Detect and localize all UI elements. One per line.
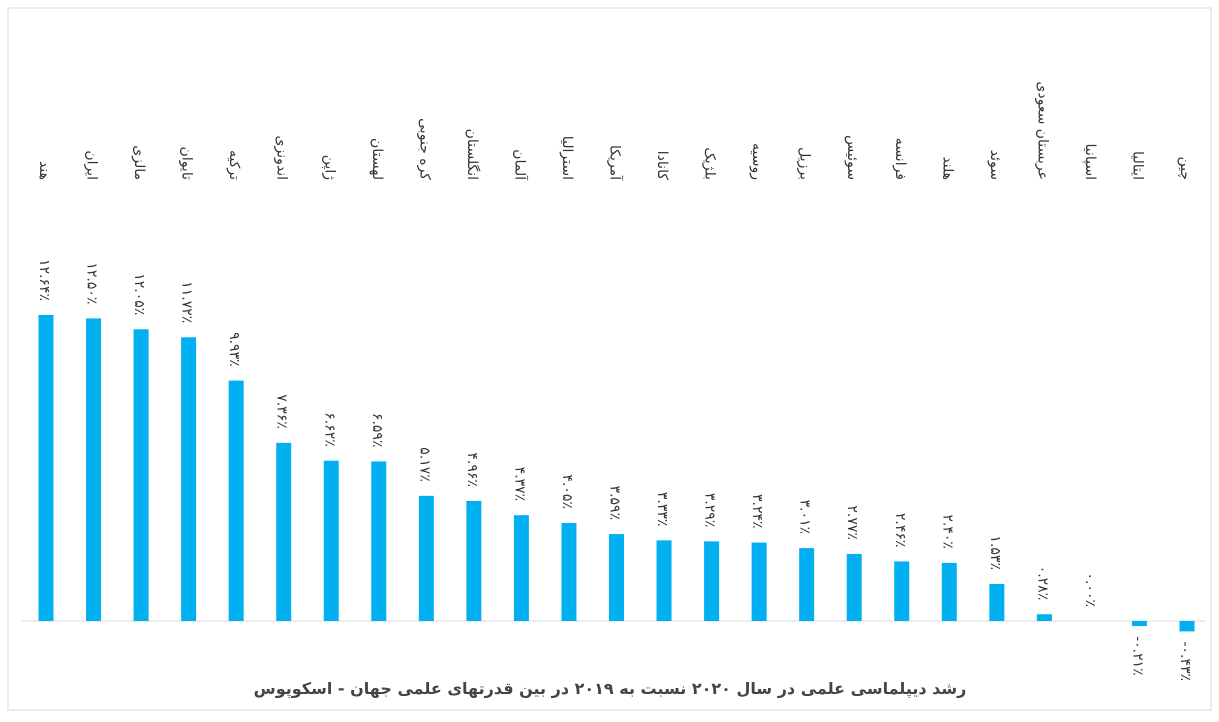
bar	[894, 561, 910, 621]
x-tick-label: سوئیس	[844, 135, 860, 180]
x-tick-label: عربستان سعودی	[1034, 81, 1050, 180]
bar	[751, 542, 767, 621]
data-label: ۹.۹۳٪	[226, 332, 242, 367]
bar	[38, 315, 54, 621]
x-tick-label: تایوان	[179, 147, 195, 181]
x-tick-label: اندونزی	[274, 136, 290, 180]
bar	[609, 534, 624, 621]
bar	[1131, 621, 1147, 627]
bar	[181, 337, 197, 621]
data-label: ۱۲.۰۵٪	[131, 273, 147, 315]
data-label: ۳.۰۱٪	[797, 500, 813, 535]
bar	[466, 500, 482, 621]
bar	[989, 583, 1005, 621]
bar	[513, 515, 529, 621]
x-tick-label: بلژیک	[702, 147, 718, 180]
data-label: ۵.۱۷٪	[416, 447, 432, 482]
data-label: -۰.۴۳٪	[1177, 641, 1193, 681]
x-tick-label: فرانسه	[892, 138, 908, 180]
data-label: ۱.۵۳٪	[987, 535, 1003, 570]
bar	[704, 541, 720, 621]
x-tick-label: آمریکا	[607, 145, 624, 181]
bar	[418, 495, 434, 621]
x-tick-label: ژاپن	[321, 155, 337, 180]
bar	[371, 461, 387, 621]
data-label: ۱۱.۷۲٪	[179, 281, 195, 323]
chart-title: رشد دیپلماسی علمی در سال ۲۰۲۰ نسبت به ۲۰…	[254, 679, 967, 699]
x-tick-label: ایران	[84, 150, 100, 180]
x-tick-label: انگلستان	[464, 129, 481, 180]
data-label: ۱۲.۶۴٪	[36, 259, 52, 301]
x-tick-label: هند	[36, 161, 52, 180]
data-label: ۰.۰۰٪	[1082, 572, 1098, 607]
x-tick-label: کره جنوبی	[416, 118, 432, 180]
bar	[133, 329, 149, 621]
bar	[86, 318, 102, 621]
bar	[1179, 621, 1195, 632]
x-tick-label: ترکیه	[226, 150, 242, 180]
x-tick-label: کانادا	[654, 151, 670, 181]
bar	[846, 553, 862, 621]
x-tick-label: آلمان	[511, 149, 528, 181]
data-label: ۳.۳۳٪	[654, 492, 670, 527]
data-label: ۳.۲۴٪	[749, 494, 765, 529]
data-label: ۳.۵۹٪	[607, 486, 623, 521]
data-label: ۰.۲۸٪	[1034, 566, 1050, 601]
bar	[1036, 614, 1052, 621]
data-label: ۶.۶۲٪	[321, 412, 337, 447]
x-tick-label: هلند	[939, 156, 955, 180]
data-label: ۳.۲۹٪	[702, 493, 718, 528]
x-tick-label: سوئد	[987, 150, 1003, 180]
data-label: ۲.۴۶٪	[892, 513, 908, 548]
x-tick-label: استرالیا	[559, 136, 575, 180]
x-tick-label: ایتالیا	[1129, 151, 1145, 180]
x-tick-label: روسیه	[749, 143, 765, 180]
bar	[276, 442, 292, 621]
bar	[228, 380, 244, 621]
bar	[656, 540, 672, 621]
x-tick-label: مالزی	[131, 145, 147, 180]
data-label: ۴.۳۷٪	[511, 467, 527, 502]
bar	[323, 460, 339, 621]
bar	[799, 548, 815, 621]
data-label: ۱۲.۵۰٪	[84, 262, 100, 304]
data-label: -۰.۲۱٪	[1129, 636, 1145, 676]
x-tick-label: اسپانیا	[1082, 144, 1098, 181]
data-label: ۲.۴۰٪	[939, 514, 955, 549]
data-label: ۲.۷۷٪	[844, 505, 860, 540]
x-tick-label: لهستان	[369, 138, 385, 180]
data-label: ۴.۹۶٪	[464, 452, 480, 487]
x-tick-label: چین	[1177, 156, 1193, 180]
data-label: ۶.۵۹٪	[369, 413, 385, 448]
bar	[561, 522, 577, 621]
data-label: ۷.۳۶٪	[274, 394, 290, 429]
bar	[941, 562, 957, 621]
x-tick-label: برزیل	[797, 147, 813, 180]
data-label: ۴.۰۵٪	[559, 474, 575, 509]
